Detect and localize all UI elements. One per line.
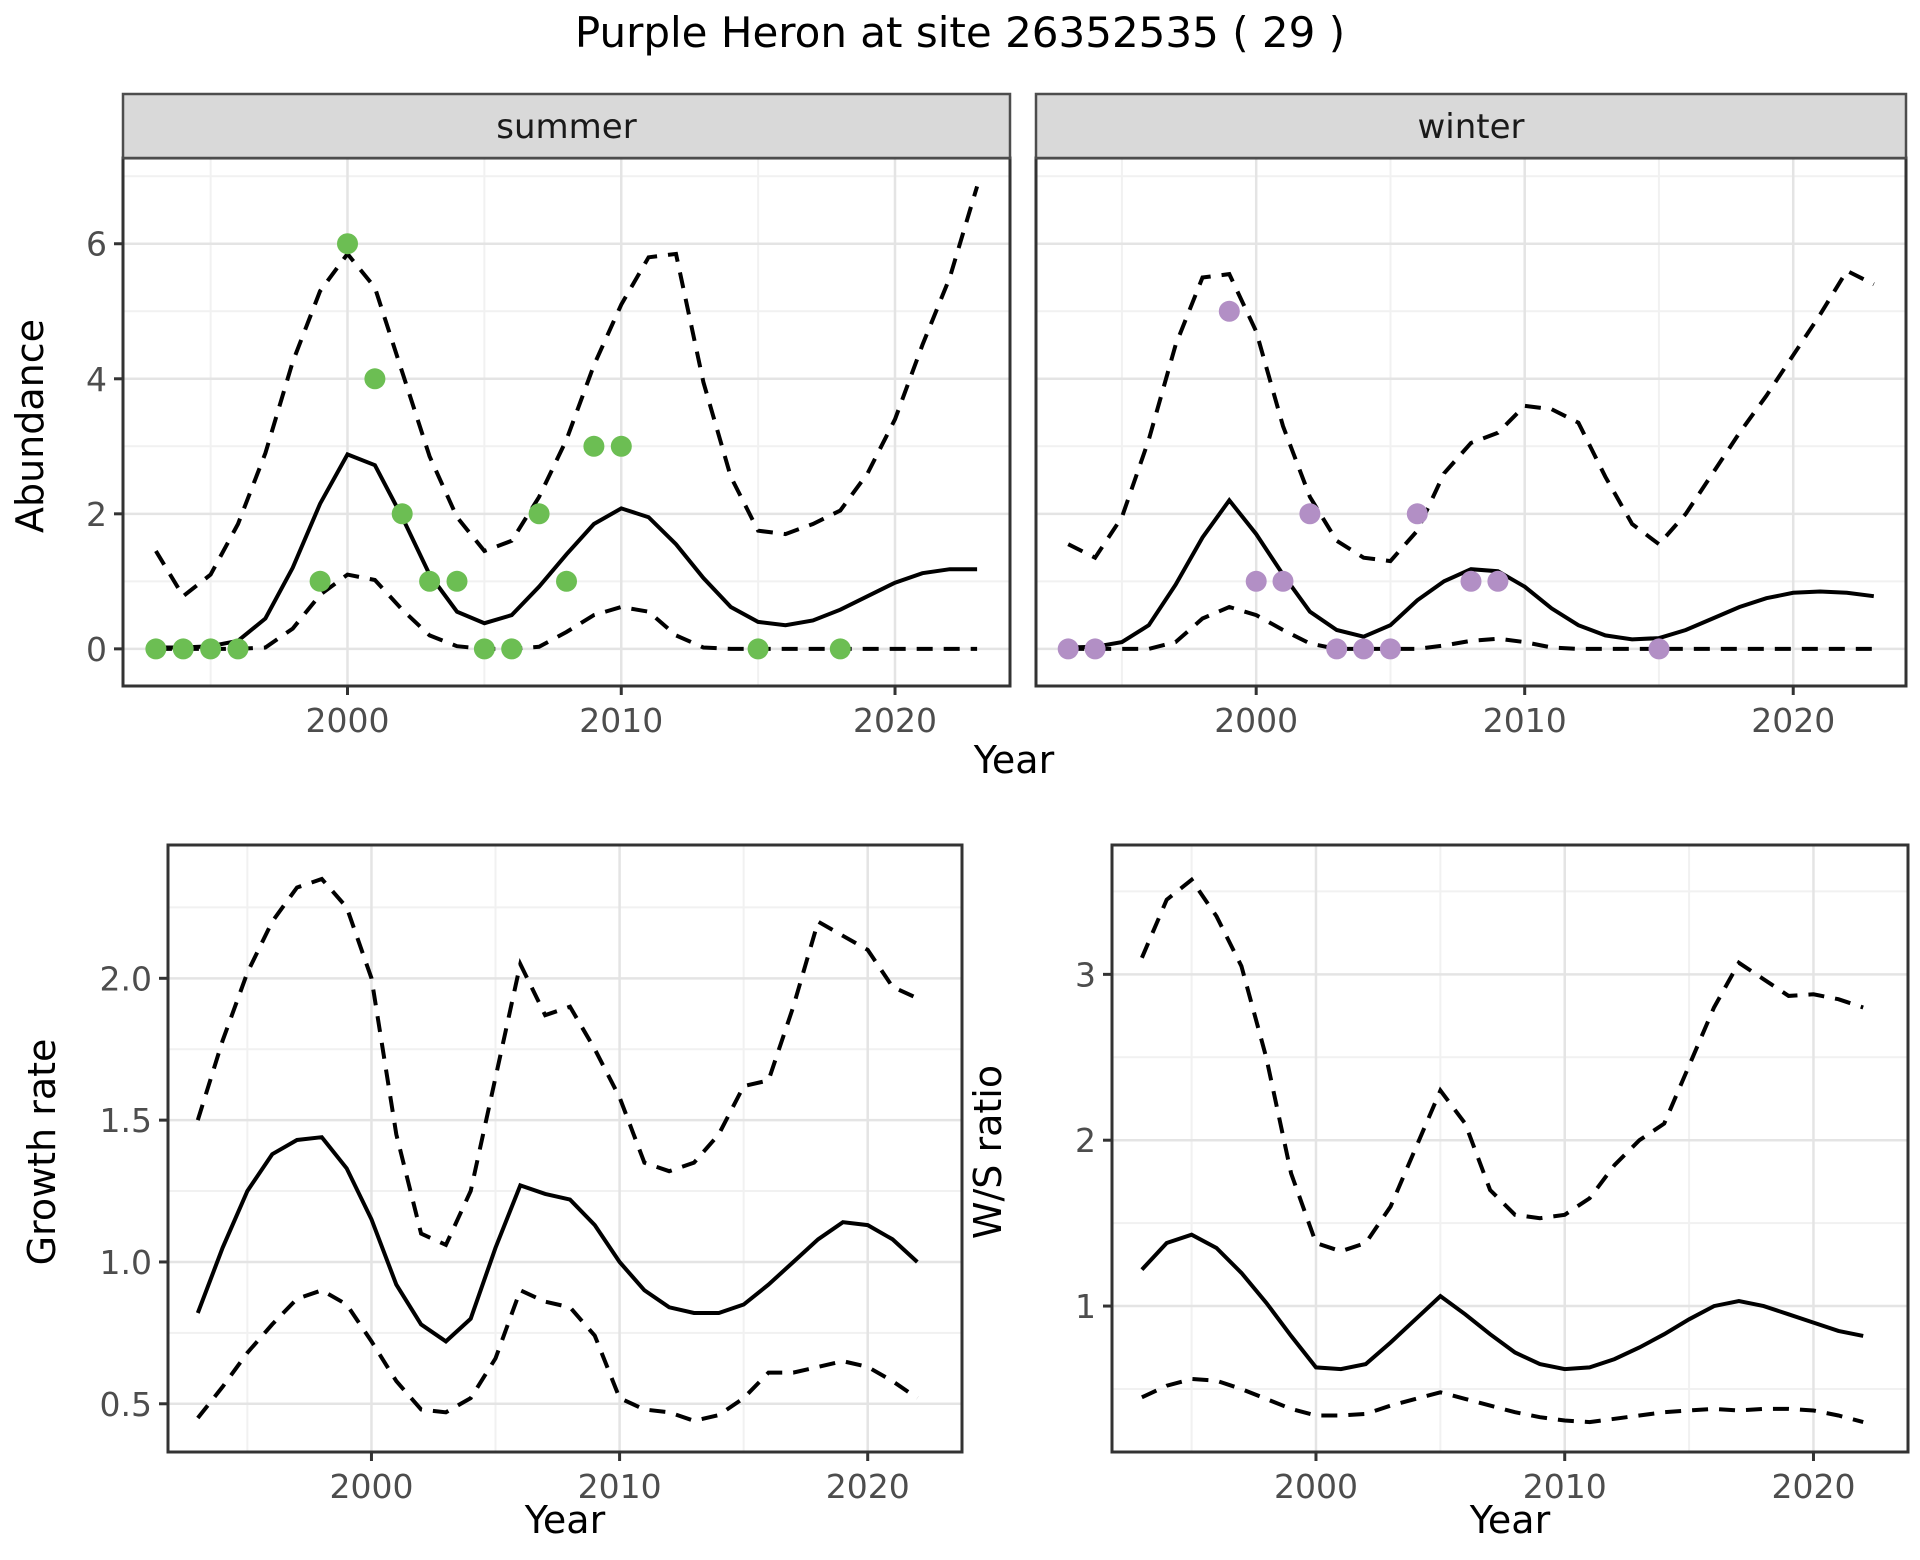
data-point xyxy=(556,570,577,592)
y-tick-label: 2 xyxy=(86,495,107,534)
facet-strip-label: summer xyxy=(496,107,636,147)
x-tick-label: 2010 xyxy=(578,1467,662,1506)
data-point xyxy=(1487,570,1509,592)
data-point xyxy=(446,570,468,592)
data-point xyxy=(1084,638,1106,660)
x-axis-title-top: Year xyxy=(973,738,1055,782)
confidence-interval-line xyxy=(154,185,980,600)
data-point xyxy=(1218,300,1240,322)
facet-strip xyxy=(121,92,1012,160)
x-axis-title-bottom-left: Year xyxy=(524,1498,606,1542)
x-tick-label: 2010 xyxy=(1523,1467,1607,1506)
mean-line xyxy=(195,1135,919,1344)
y-tick-label: 3 xyxy=(1075,955,1096,994)
mean-line xyxy=(1068,496,1875,650)
y-tick-label: 2 xyxy=(1075,1121,1096,1160)
data-point xyxy=(829,638,851,660)
y-tick-label: 0 xyxy=(86,630,107,669)
data-point xyxy=(1460,570,1482,592)
y-axis-title-ws-ratio: W/S ratio xyxy=(966,1064,1010,1240)
y-tick-label: 4 xyxy=(86,360,107,399)
data-point xyxy=(1272,570,1294,592)
y-tick-label: 1.5 xyxy=(100,1101,152,1140)
x-tick-label: 2000 xyxy=(305,701,389,740)
data-point xyxy=(364,368,386,390)
data-point xyxy=(200,638,222,660)
panel-border xyxy=(166,843,964,1454)
panel-background xyxy=(168,845,962,1452)
facet-strip xyxy=(1034,92,1908,160)
confidence-interval-line xyxy=(1140,876,1864,1254)
data-point xyxy=(583,435,605,457)
y-tick-label: 1 xyxy=(1075,1287,1096,1326)
data-point xyxy=(501,638,523,660)
data-point xyxy=(419,570,441,592)
data-point xyxy=(1353,638,1375,660)
y-tick-label: 1.0 xyxy=(100,1243,152,1282)
panel-background xyxy=(1112,845,1908,1452)
panel-border xyxy=(1110,843,1910,1454)
x-tick-label: 2000 xyxy=(1214,701,1298,740)
y-axis-title-abundance: Abundance xyxy=(8,318,52,534)
mean-line xyxy=(1140,1232,1864,1372)
data-point xyxy=(172,638,194,660)
data-point xyxy=(528,503,550,525)
data-point xyxy=(473,638,495,660)
y-tick-label: 2.0 xyxy=(100,959,152,998)
data-point xyxy=(1379,638,1401,660)
x-tick-label: 2020 xyxy=(826,1467,910,1506)
x-axis-title-bottom-right: Year xyxy=(1469,1498,1551,1542)
y-tick-label: 6 xyxy=(86,225,107,264)
data-point xyxy=(309,570,331,592)
x-tick-label: 2010 xyxy=(1483,701,1567,740)
x-tick-label: 2020 xyxy=(853,701,937,740)
x-tick-label: 2020 xyxy=(1751,701,1835,740)
data-point xyxy=(391,503,413,525)
data-point xyxy=(1299,503,1321,525)
confidence-interval-line xyxy=(1067,268,1875,564)
y-tick-label: 0.5 xyxy=(100,1385,152,1424)
data-point xyxy=(1057,638,1079,660)
data-point xyxy=(1326,638,1348,660)
confidence-interval-line xyxy=(195,876,919,1248)
x-tick-label: 2000 xyxy=(1274,1467,1358,1506)
panel-background xyxy=(123,158,1010,686)
data-point xyxy=(1648,638,1670,660)
data-point xyxy=(1406,503,1428,525)
data-point xyxy=(337,233,358,255)
mean-line xyxy=(155,451,978,650)
data-point xyxy=(227,638,249,660)
x-tick-label: 2010 xyxy=(579,701,663,740)
page-title: Purple Heron at site 26352535 ( 29 ) xyxy=(574,8,1346,57)
panel-background xyxy=(1036,158,1906,686)
facet-strip-label: winter xyxy=(1417,107,1524,147)
confidence-interval-line xyxy=(1068,604,1874,651)
x-tick-label: 2020 xyxy=(1771,1467,1855,1506)
data-point xyxy=(747,638,769,660)
confidence-interval-line xyxy=(196,1287,919,1423)
data-point xyxy=(610,435,632,457)
y-axis-title-growth-rate: Growth rate xyxy=(20,1038,64,1266)
x-tick-label: 2000 xyxy=(329,1467,413,1506)
data-point xyxy=(1245,570,1267,592)
data-point xyxy=(145,638,167,660)
